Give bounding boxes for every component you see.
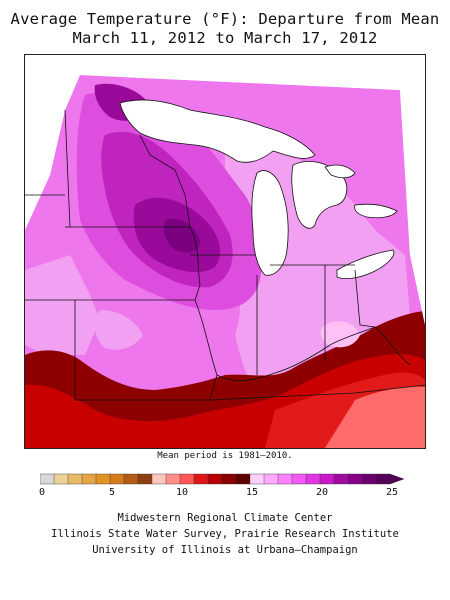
color-scale-swatch — [277, 473, 293, 485]
color-scale-swatch — [137, 473, 153, 485]
color-scale-swatch — [235, 473, 251, 485]
mean-period-note: Mean period is 1981–2010. — [157, 451, 293, 461]
color-scale-swatch — [263, 473, 279, 485]
color-scale-swatch — [67, 473, 83, 485]
boundary-ohio-river — [216, 326, 376, 382]
color-scale-swatch — [347, 473, 363, 485]
region-light-southwest — [25, 255, 100, 355]
tick-label: 0 — [38, 487, 46, 498]
color-scale-swatch — [291, 473, 307, 485]
color-scale-swatch — [305, 473, 321, 485]
boundary-ia-il — [189, 226, 201, 301]
tick-label: 10 — [175, 487, 189, 498]
color-scale-bar — [40, 473, 405, 485]
color-scale-swatch — [375, 473, 391, 485]
color-scale-arrow — [389, 473, 405, 485]
credit-isws: Illinois State Water Survey, Prairie Res… — [51, 528, 399, 540]
temperature-departure-map — [24, 54, 426, 449]
color-scale-swatch — [361, 473, 377, 485]
state-boundaries — [25, 109, 425, 401]
color-scale-swatch — [95, 473, 111, 485]
credit-mrcc: Midwestern Regional Climate Center — [117, 512, 333, 524]
lake-ontario — [354, 203, 398, 219]
boundary-wv-va — [374, 326, 411, 366]
color-scale-ticks: 0 5 10 15 20 25 — [38, 487, 408, 501]
color-scale-swatch — [249, 473, 265, 485]
tick-label: 5 — [108, 487, 116, 498]
lake-superior — [119, 99, 316, 163]
boundary-ky-tn — [209, 384, 425, 401]
color-scale-swatch — [333, 473, 349, 485]
boundary-oh-wv — [354, 269, 376, 328]
no-data-areas — [25, 55, 425, 325]
boundary-mn-wi — [139, 134, 191, 228]
tick-label: 25 — [385, 487, 399, 498]
georgian-bay — [324, 164, 356, 179]
color-scale-swatch — [179, 473, 195, 485]
lake-michigan — [251, 170, 289, 276]
color-scale-swatch — [319, 473, 335, 485]
color-scale-swatch — [53, 473, 69, 485]
color-scale-swatch — [40, 473, 55, 485]
tick-label: 15 — [245, 487, 259, 498]
boundary-mo-il — [194, 299, 218, 401]
color-scale-swatch — [165, 473, 181, 485]
region-ohio-pale — [320, 321, 360, 348]
map-title-line2: March 11, 2012 to March 17, 2012 — [72, 29, 378, 47]
tick-label: 20 — [315, 487, 329, 498]
color-scale-swatch — [221, 473, 237, 485]
color-scale-swatch — [123, 473, 139, 485]
color-scale-swatch — [207, 473, 223, 485]
color-scale-swatch — [109, 473, 125, 485]
region-southeast-salmon — [325, 386, 425, 448]
boundary-mn-west — [64, 109, 71, 228]
map-title-line1: Average Temperature (°F): Departure from… — [10, 10, 440, 28]
color-scale-swatch — [193, 473, 209, 485]
color-scale-swatch — [81, 473, 97, 485]
region-missouri-pink — [94, 310, 143, 350]
lake-erie — [336, 249, 395, 279]
credit-uiuc: University of Illinois at Urbana–Champai… — [92, 544, 358, 556]
color-scale-swatch — [151, 473, 167, 485]
great-lakes — [119, 99, 398, 279]
